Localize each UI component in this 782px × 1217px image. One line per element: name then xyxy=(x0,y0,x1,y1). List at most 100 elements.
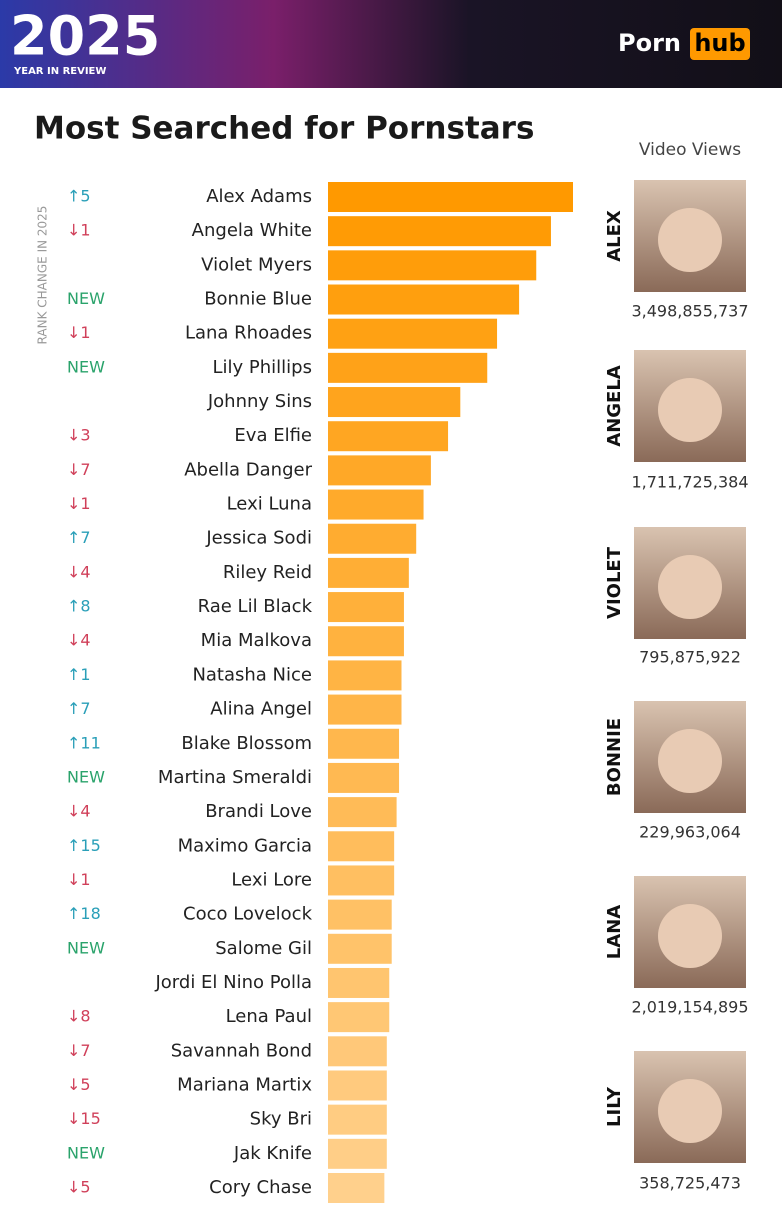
rows: Alex Adams ↑5 Angela White ↓1 Violet Myers Bo… xyxy=(67,182,573,1203)
category-label: Johnny Sins xyxy=(207,391,312,412)
bar xyxy=(328,318,498,349)
category-label: Lily Phillips xyxy=(213,357,312,378)
rank-change: ↓4 xyxy=(67,562,91,581)
category-label: Rae Lil Black xyxy=(198,596,313,617)
bar xyxy=(328,1104,387,1135)
year-subtitle: YEAR IN REVIEW xyxy=(13,66,106,77)
bar xyxy=(328,352,488,383)
chart-title: Most Searched for Pornstars xyxy=(34,111,534,147)
photo-face xyxy=(658,729,722,793)
photo-face xyxy=(658,1079,722,1143)
logo-left: Porn xyxy=(618,29,681,57)
rank-change: ↓5 xyxy=(67,1075,91,1094)
rank-change: ↑11 xyxy=(67,733,101,752)
bar xyxy=(328,387,461,418)
category-label: Lena Paul xyxy=(226,1006,312,1027)
category-label: Natasha Nice xyxy=(192,664,312,685)
photo-face xyxy=(658,904,722,968)
bar xyxy=(328,933,392,964)
rank-change: NEW xyxy=(67,1143,105,1162)
bar xyxy=(328,421,449,452)
rank-change: NEW xyxy=(67,357,105,376)
rank-change: ↑7 xyxy=(67,699,91,718)
bar xyxy=(328,182,573,212)
featured: ALEX 3,498,855,737 ANGELA 1,711,725,384 VIOL… xyxy=(604,180,749,1193)
bar xyxy=(328,1138,387,1169)
category-label: Bonnie Blue xyxy=(204,289,312,310)
category-label: Jordi El Nino Polla xyxy=(154,972,312,993)
bar xyxy=(328,592,404,623)
category-label: Eva Elfie xyxy=(234,425,312,446)
category-label: Alex Adams xyxy=(206,186,312,207)
bar xyxy=(328,216,551,247)
rank-change: ↓4 xyxy=(67,631,91,650)
featured-label: ALEX xyxy=(604,210,625,262)
featured-views: 795,875,922 xyxy=(639,648,741,667)
category-label: Angela White xyxy=(192,220,312,241)
year: 2025 xyxy=(10,5,160,68)
bar xyxy=(328,694,402,725)
category-label: Lexi Lore xyxy=(231,869,312,890)
category-label: Jessica Sodi xyxy=(205,528,312,549)
category-label: Cory Chase xyxy=(209,1177,312,1198)
category-label: Salome Gil xyxy=(215,938,312,959)
featured-views: 1,711,725,384 xyxy=(631,473,748,492)
category-label: Riley Reid xyxy=(223,562,312,583)
rank-change: ↑5 xyxy=(67,187,91,206)
bar xyxy=(328,523,417,554)
photo-face xyxy=(658,208,722,272)
logo-box xyxy=(690,28,750,60)
category-label: Lana Rhoades xyxy=(185,323,312,344)
category-label: Martina Smeraldi xyxy=(158,767,312,788)
bar xyxy=(328,284,520,315)
rank-change: ↓1 xyxy=(67,221,91,240)
category-label: Jak Knife xyxy=(233,1143,312,1164)
bar xyxy=(328,250,537,281)
featured-title: Video Views xyxy=(639,140,741,160)
rank-change: ↑1 xyxy=(67,665,91,684)
featured-label: LANA xyxy=(604,905,625,959)
featured-label: ANGELA xyxy=(604,365,625,447)
y-axis-label: RANK CHANGE IN 2025 xyxy=(36,206,50,345)
bar xyxy=(328,1070,387,1101)
featured-label: VIOLET xyxy=(604,546,625,619)
featured-label: LILY xyxy=(604,1086,625,1127)
featured-views: 229,963,064 xyxy=(639,823,741,842)
bar xyxy=(328,1173,385,1203)
rank-change: ↑15 xyxy=(67,836,101,855)
rank-change: ↓8 xyxy=(67,1007,91,1026)
bar xyxy=(328,728,400,759)
bar xyxy=(328,489,424,520)
bar xyxy=(328,1002,390,1033)
bar xyxy=(328,1036,387,1067)
rank-change: ↓1 xyxy=(67,323,91,342)
rank-change: ↓7 xyxy=(67,460,91,479)
category-label: Brandi Love xyxy=(205,801,312,822)
rank-change: ↓3 xyxy=(67,426,91,445)
category-label: Lexi Luna xyxy=(227,494,312,515)
rank-change: ↑7 xyxy=(67,528,91,547)
bar xyxy=(328,865,395,896)
bar xyxy=(328,660,402,691)
bar xyxy=(328,899,392,930)
bar xyxy=(328,557,409,588)
logo-right: hub xyxy=(694,29,745,57)
category-label: Coco Lovelock xyxy=(183,904,313,925)
rank-change: ↑18 xyxy=(67,904,101,923)
bar xyxy=(328,455,431,486)
bar xyxy=(328,626,404,657)
category-label: Sky Bri xyxy=(250,1109,312,1130)
category-label: Savannah Bond xyxy=(171,1040,312,1061)
bar xyxy=(328,762,400,793)
rank-change: ↓5 xyxy=(67,1178,91,1197)
category-label: Maximo Garcia xyxy=(178,835,312,856)
featured-views: 3,498,855,737 xyxy=(631,302,748,321)
category-label: Alina Angel xyxy=(210,699,312,720)
category-label: Violet Myers xyxy=(201,254,312,275)
rank-change: ↓4 xyxy=(67,802,91,821)
category-label: Blake Blossom xyxy=(181,733,312,754)
bar xyxy=(328,797,397,828)
rank-change: ↓7 xyxy=(67,1041,91,1060)
rank-change: ↓1 xyxy=(67,494,91,513)
